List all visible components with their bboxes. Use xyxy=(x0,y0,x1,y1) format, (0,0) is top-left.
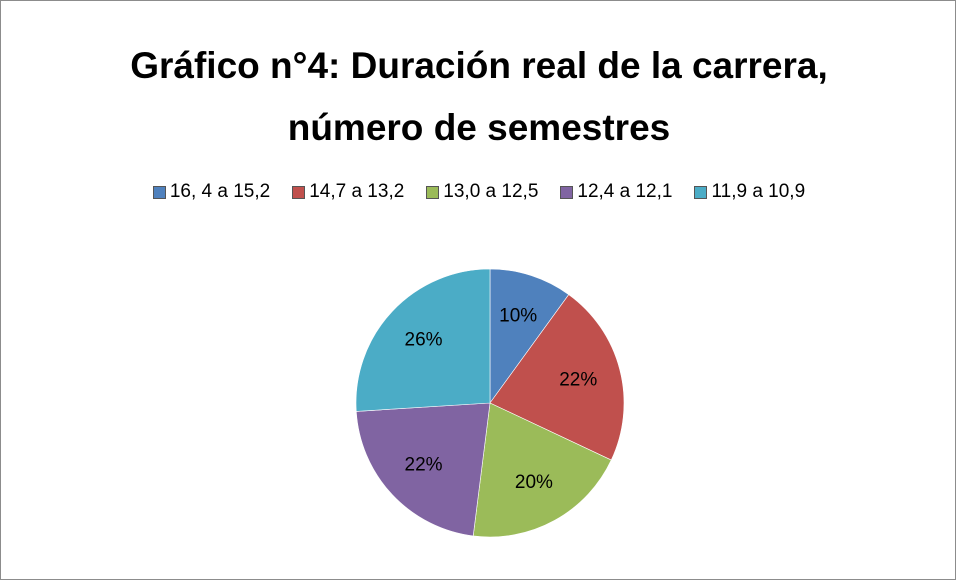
legend-label: 12,4 a 12,1 xyxy=(577,181,673,202)
data-label: 26% xyxy=(405,330,443,351)
legend-item: 14,7 a 13,2 xyxy=(292,181,404,203)
legend: 16, 4 a 15,2 14,7 a 13,2 13,0 a 12,5 12,4 a… xyxy=(1,181,956,203)
data-label: 20% xyxy=(515,472,553,493)
legend-swatch xyxy=(292,185,306,199)
legend-swatch xyxy=(560,185,574,199)
pie-slice xyxy=(472,402,612,538)
legend-item: 13,0 a 12,5 xyxy=(426,181,538,203)
legend-label: 14,7 a 13,2 xyxy=(309,181,405,202)
pie-slice xyxy=(355,402,491,537)
data-label: 10% xyxy=(499,305,537,326)
legend-item: 11,9 a 10,9 xyxy=(694,181,805,203)
legend-swatch xyxy=(694,185,708,199)
data-label: 22% xyxy=(559,369,597,390)
data-label: 22% xyxy=(405,454,443,475)
legend-swatch xyxy=(152,185,166,199)
legend-swatch xyxy=(426,185,440,199)
legend-label: 11,9 a 10,9 xyxy=(711,181,806,202)
legend-label: 16, 4 a 15,2 xyxy=(169,181,271,202)
legend-item: 12,4 a 12,1 xyxy=(560,181,672,203)
pie-slice xyxy=(355,268,491,412)
chart-title: Gráfico n°4: Duración real de la carrera… xyxy=(130,45,828,148)
legend-item: 16, 4 a 15,2 xyxy=(152,181,271,203)
legend-label: 13,0 a 12,5 xyxy=(443,181,539,202)
pie-slice xyxy=(489,268,570,404)
